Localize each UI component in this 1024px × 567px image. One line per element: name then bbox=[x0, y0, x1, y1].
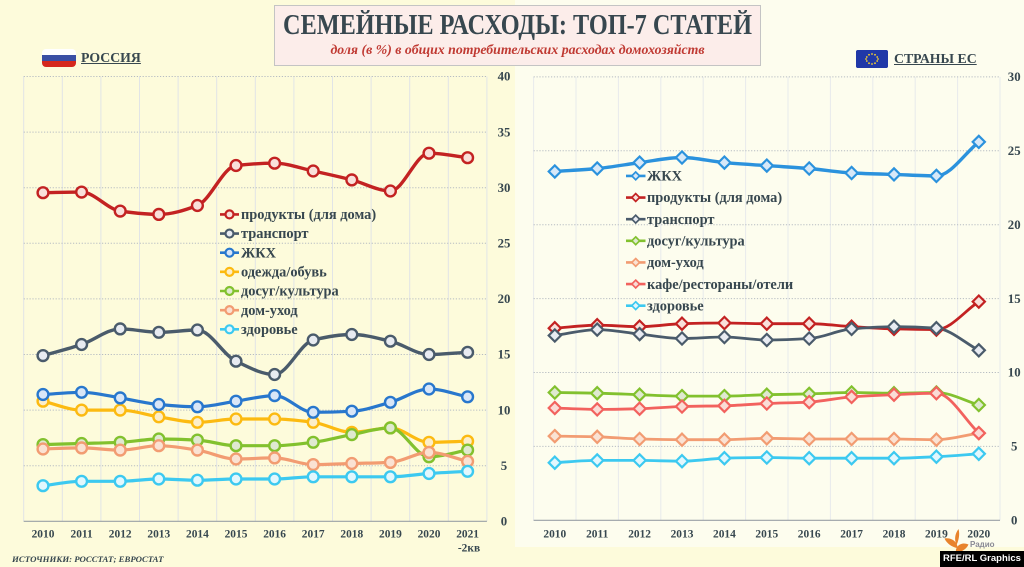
svg-text:2018: 2018 bbox=[883, 529, 906, 541]
svg-text:здоровье: здоровье bbox=[647, 298, 704, 314]
svg-text:2010: 2010 bbox=[543, 529, 566, 541]
svg-text:2012: 2012 bbox=[628, 529, 651, 541]
svg-text:2015: 2015 bbox=[225, 529, 248, 541]
svg-text:2017: 2017 bbox=[840, 529, 863, 541]
svg-text:2019: 2019 bbox=[379, 529, 402, 541]
svg-text:продукты (для дома): продукты (для дома) bbox=[241, 207, 376, 223]
svg-text:15: 15 bbox=[498, 348, 511, 362]
svg-text:ЖКХ: ЖКХ bbox=[241, 245, 277, 261]
svg-text:25: 25 bbox=[1008, 144, 1021, 158]
svg-text:-2кв: -2кв bbox=[458, 543, 480, 555]
svg-text:2018: 2018 bbox=[340, 529, 363, 541]
svg-text:0: 0 bbox=[501, 515, 507, 529]
svg-text:10: 10 bbox=[498, 403, 511, 417]
svg-text:продукты (для дома): продукты (для дома) bbox=[647, 190, 782, 206]
svg-text:2015: 2015 bbox=[755, 529, 778, 541]
svg-text:20: 20 bbox=[1008, 218, 1021, 232]
svg-text:транспорт: транспорт bbox=[647, 212, 715, 228]
svg-text:5: 5 bbox=[501, 459, 507, 473]
svg-text:10: 10 bbox=[1008, 366, 1021, 380]
svg-text:досуг/культура: досуг/культура bbox=[647, 234, 745, 250]
svg-text:дом-уход: дом-уход bbox=[241, 303, 298, 319]
svg-text:25: 25 bbox=[498, 237, 511, 251]
svg-text:2011: 2011 bbox=[586, 529, 608, 541]
svg-text:40: 40 bbox=[498, 70, 511, 84]
svg-text:15: 15 bbox=[1008, 292, 1021, 306]
svg-text:2019: 2019 bbox=[925, 529, 948, 541]
svg-text:2011: 2011 bbox=[71, 529, 93, 541]
svg-text:30: 30 bbox=[1008, 70, 1021, 84]
svg-text:2017: 2017 bbox=[302, 529, 325, 541]
svg-text:дом-уход: дом-уход bbox=[647, 255, 704, 271]
svg-text:30: 30 bbox=[498, 181, 511, 195]
svg-text:2014: 2014 bbox=[186, 529, 209, 541]
svg-text:2010: 2010 bbox=[32, 529, 55, 541]
svg-text:2013: 2013 bbox=[671, 529, 694, 541]
svg-text:транспорт: транспорт bbox=[241, 226, 309, 242]
svg-text:2013: 2013 bbox=[147, 529, 170, 541]
svg-text:5: 5 bbox=[1011, 440, 1017, 454]
svg-text:здоровье: здоровье bbox=[241, 322, 298, 338]
svg-text:2014: 2014 bbox=[713, 529, 736, 541]
svg-text:2020: 2020 bbox=[967, 529, 990, 541]
svg-text:ЖКХ: ЖКХ bbox=[647, 169, 683, 185]
svg-text:2016: 2016 bbox=[798, 529, 821, 541]
svg-text:одежда/обувь: одежда/обувь bbox=[241, 265, 327, 281]
svg-text:35: 35 bbox=[498, 125, 511, 139]
svg-text:досуг/культура: досуг/культура bbox=[241, 284, 339, 300]
svg-text:2016: 2016 bbox=[263, 529, 286, 541]
svg-text:0: 0 bbox=[1011, 514, 1017, 528]
svg-text:20: 20 bbox=[498, 292, 511, 306]
svg-text:2012: 2012 bbox=[109, 529, 132, 541]
svg-text:2020: 2020 bbox=[418, 529, 441, 541]
svg-text:2021: 2021 bbox=[456, 529, 479, 541]
svg-text:кафе/рестораны/отели: кафе/рестораны/отели bbox=[647, 277, 793, 293]
